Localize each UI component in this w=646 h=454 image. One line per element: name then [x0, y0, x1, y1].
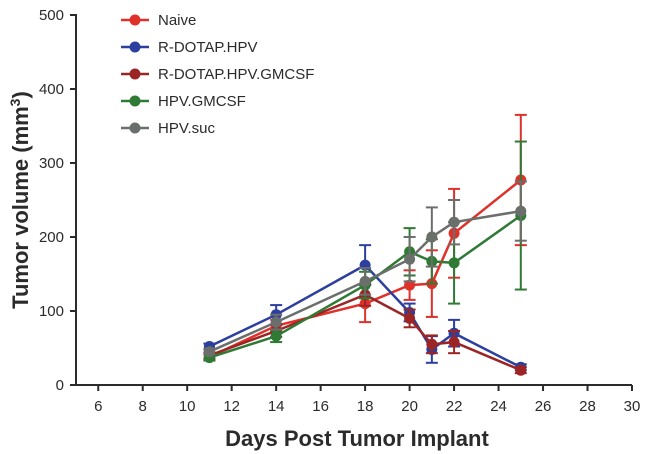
data-point: [426, 338, 438, 350]
legend-label: R-DOTAP.HPV.GMCSF: [158, 66, 314, 83]
x-tick-label: 20: [401, 398, 418, 415]
legend-item: Naive: [121, 12, 196, 29]
data-point: [448, 336, 460, 348]
y-tick-label: 400: [39, 81, 64, 98]
x-tick-label: 12: [223, 398, 240, 415]
x-tick-label: 28: [579, 398, 596, 415]
x-axis-ticks: 6 8 10 12 14 16 18 20 22 24 26 28 30: [94, 385, 640, 415]
legend-item: R-DOTAP.HPV.GMCSF: [121, 66, 314, 83]
y-axis-ticks: 0 100 200 300 400 500: [39, 7, 76, 394]
legend-item: HPV.GMCSF: [121, 93, 246, 110]
data-point: [426, 231, 438, 243]
data-point: [270, 316, 282, 328]
data-point: [448, 216, 460, 228]
y-tick-label: 100: [39, 303, 64, 320]
legend-swatch-marker: [129, 14, 141, 26]
y-tick-label: 200: [39, 229, 64, 246]
x-tick-label: 6: [94, 398, 102, 415]
x-tick-label: 26: [535, 398, 552, 415]
legend-label: HPV.suc: [158, 120, 215, 137]
data-point: [404, 253, 416, 265]
data-point: [515, 364, 527, 376]
legend-label: Naive: [158, 12, 196, 29]
data-point: [404, 312, 416, 324]
x-tick-label: 16: [312, 398, 329, 415]
legend-label: HPV.GMCSF: [158, 93, 246, 110]
x-tick-label: 10: [179, 398, 196, 415]
legend-item: HPV.suc: [121, 120, 215, 137]
x-tick-label: 14: [268, 398, 285, 415]
series-hpv-suc: [203, 180, 527, 358]
legend-swatch-marker: [129, 68, 141, 80]
x-tick-label: 24: [490, 398, 507, 415]
legend-swatch-marker: [129, 95, 141, 107]
legend: Naive R-DOTAP.HPV R-DOTAP.HPV.GMCSF HPV.GMC…: [121, 12, 314, 137]
legend-item: R-DOTAP.HPV: [121, 39, 257, 56]
y-tick-label: 0: [56, 377, 64, 394]
y-tick-label: 500: [39, 7, 64, 24]
x-tick-label: 8: [139, 398, 147, 415]
series-layer: [203, 113, 527, 376]
legend-swatch-marker: [129, 41, 141, 53]
x-tick-label: 30: [624, 398, 641, 415]
legend-swatch-marker: [129, 122, 141, 134]
legend-label: R-DOTAP.HPV: [158, 39, 257, 56]
data-point: [270, 330, 282, 342]
data-point: [359, 275, 371, 287]
data-point: [203, 346, 215, 358]
y-tick-label: 300: [39, 155, 64, 172]
x-axis-title: Days Post Tumor Implant: [225, 426, 489, 451]
x-tick-label: 18: [357, 398, 374, 415]
data-point: [515, 205, 527, 217]
x-tick-label: 22: [446, 398, 463, 415]
data-point: [448, 257, 460, 269]
y-axis-title: Tumor volume (mm3): [7, 91, 33, 309]
